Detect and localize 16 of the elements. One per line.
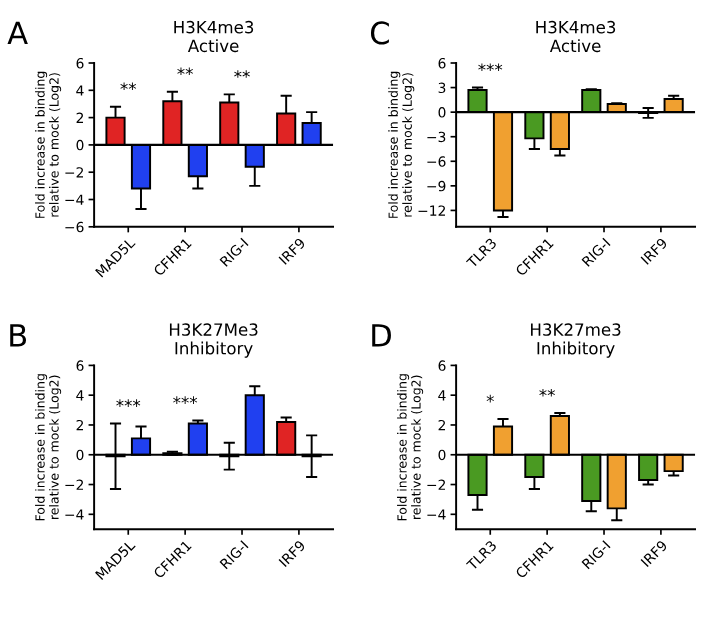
text: D — [372, 324, 391, 347]
annotation: *** — [173, 396, 198, 404]
annotation: ** — [234, 70, 250, 78]
chart-title: H3K27me3 Inhibitory — [531, 323, 621, 358]
annotation: ** — [120, 82, 137, 91]
text: B — [10, 324, 27, 347]
annotation: ** — [539, 388, 555, 397]
text: A — [7, 21, 28, 45]
annotation: *** — [478, 63, 503, 71]
chart-title: H3K27Me3 Inhibitory — [169, 323, 258, 358]
annotation: *** — [116, 399, 141, 407]
annotation: * — [486, 394, 494, 403]
annotation: ** — [177, 67, 193, 76]
text: C — [370, 21, 389, 45]
chart-title: H3K4me3 Active — [536, 20, 616, 53]
chart-title: H3K4me3 Active — [174, 20, 254, 53]
